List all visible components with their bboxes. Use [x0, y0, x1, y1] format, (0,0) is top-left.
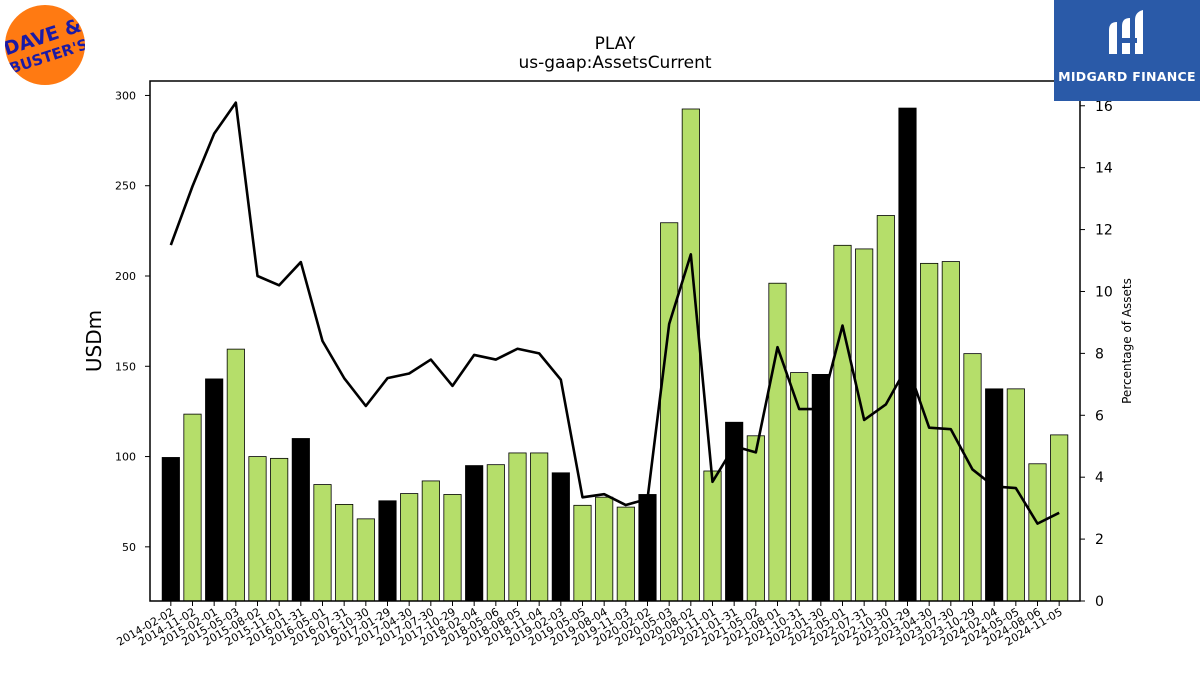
bar [595, 496, 614, 602]
bar [985, 388, 1004, 602]
bar [356, 518, 375, 602]
bar-series [161, 107, 1069, 602]
percentage-line-series [169, 101, 1060, 525]
bar [530, 452, 549, 602]
bar [746, 435, 765, 602]
bar [400, 493, 419, 602]
bar [183, 413, 202, 602]
plot-frame [149, 80, 1081, 602]
bar [703, 470, 722, 602]
bar [508, 452, 527, 602]
y-tick-label: 100 [115, 451, 136, 464]
y2-tick-label: 2 [1095, 532, 1104, 548]
publisher-logo: MIDGARD FINANCE [1054, 0, 1200, 101]
right-axis-ticks: 0 2 4 6 8 10 12 14 16 [1080, 99, 1113, 610]
bar [963, 353, 982, 602]
bar [681, 108, 700, 602]
bar [660, 222, 679, 602]
bar [616, 506, 635, 602]
bar [291, 438, 310, 602]
y-tick-label: 300 [115, 89, 136, 102]
percentage-line [169, 101, 1060, 525]
bar [421, 480, 440, 602]
y2-tick-label: 0 [1095, 594, 1104, 610]
y-axis-label: USDm [82, 310, 106, 372]
bar [313, 484, 332, 602]
bar [1050, 434, 1069, 602]
left-axis-ticks: 50 100 150 200 250 300 [115, 89, 150, 554]
bar [465, 465, 484, 602]
company-logo: DAVE & BUSTER'S [5, 5, 85, 85]
bar [226, 348, 245, 602]
y2-tick-label: 6 [1095, 408, 1104, 424]
bar [335, 503, 354, 602]
bar [486, 464, 505, 602]
y2-tick-label: 14 [1095, 161, 1113, 177]
midgard-mark-icon [1109, 10, 1143, 54]
y2-tick-label: 8 [1095, 346, 1104, 362]
y2-tick-label: 16 [1095, 99, 1113, 115]
bar [161, 457, 180, 602]
bar [855, 248, 874, 602]
y-tick-label: 150 [115, 360, 136, 373]
bar [768, 282, 787, 602]
y2-tick-label: 4 [1095, 470, 1104, 486]
y-tick-label: 50 [122, 541, 136, 554]
publisher-name: MIDGARD FINANCE [1058, 69, 1196, 84]
y2-axis-label: Percentage of Assets [1120, 278, 1134, 404]
bar [1028, 463, 1047, 602]
bar [833, 244, 852, 602]
bar [551, 472, 570, 602]
bar [920, 262, 939, 602]
bar [248, 456, 267, 602]
bar [573, 504, 592, 602]
y2-tick-label: 10 [1095, 284, 1113, 300]
bar [205, 378, 224, 602]
y-tick-label: 200 [115, 270, 136, 283]
chart-subtitle: us-gaap:AssetsCurrent [518, 53, 711, 73]
bar [378, 500, 397, 602]
y2-tick-label: 12 [1095, 223, 1113, 239]
x-axis-ticks: 2014-02-022014-11-022015-02-012015-05-03… [114, 601, 1065, 649]
bar [638, 494, 657, 602]
bar [270, 457, 289, 602]
y-tick-label: 250 [115, 180, 136, 193]
bar [898, 107, 917, 602]
bar [1006, 388, 1025, 602]
bar [443, 494, 462, 602]
chart-title: PLAY [595, 34, 636, 54]
